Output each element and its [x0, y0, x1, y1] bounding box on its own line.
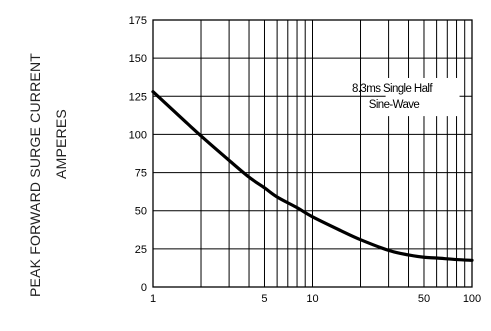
- chart-series: [151, 90, 474, 262]
- chart-ticks: 0 25 50 75 100 125 150 175 1 5 10 50 100: [129, 15, 482, 305]
- x-tick-label: 5: [261, 293, 267, 305]
- annotation-line1: 8.3ms Single Half: [352, 83, 433, 95]
- y-axis-label-line1: PEAK FORWARD SURGE CURRENT: [27, 53, 43, 297]
- y-axis-label: PEAK FORWARD SURGE CURRENT AMPERES: [27, 53, 69, 297]
- y-tick-label: 50: [135, 206, 147, 218]
- x-tick-label: 100: [463, 293, 481, 305]
- chart-grid: [152, 19, 473, 288]
- annotation-box: [385, 77, 460, 117]
- plot-frame: [152, 19, 473, 288]
- y-tick-label: 100: [129, 129, 147, 141]
- x-tick-label: 50: [418, 293, 430, 305]
- annotation-text: 8.3ms Single Half Sine-Wave: [352, 83, 434, 111]
- y-tick-label: 0: [141, 282, 147, 294]
- surge-current-curve: [151, 90, 474, 262]
- y-axis-label-line2: AMPERES: [53, 109, 69, 179]
- x-tick-label: 1: [150, 293, 156, 305]
- annotation-line2: Sine-Wave: [369, 99, 420, 111]
- y-tick-label: 150: [129, 53, 147, 65]
- x-tick-label: 10: [306, 293, 318, 305]
- y-tick-label: 125: [129, 91, 147, 103]
- y-tick-label: 75: [135, 168, 147, 180]
- y-tick-label: 175: [129, 15, 147, 27]
- annotation-background: [385, 77, 460, 117]
- y-tick-label: 25: [135, 244, 147, 256]
